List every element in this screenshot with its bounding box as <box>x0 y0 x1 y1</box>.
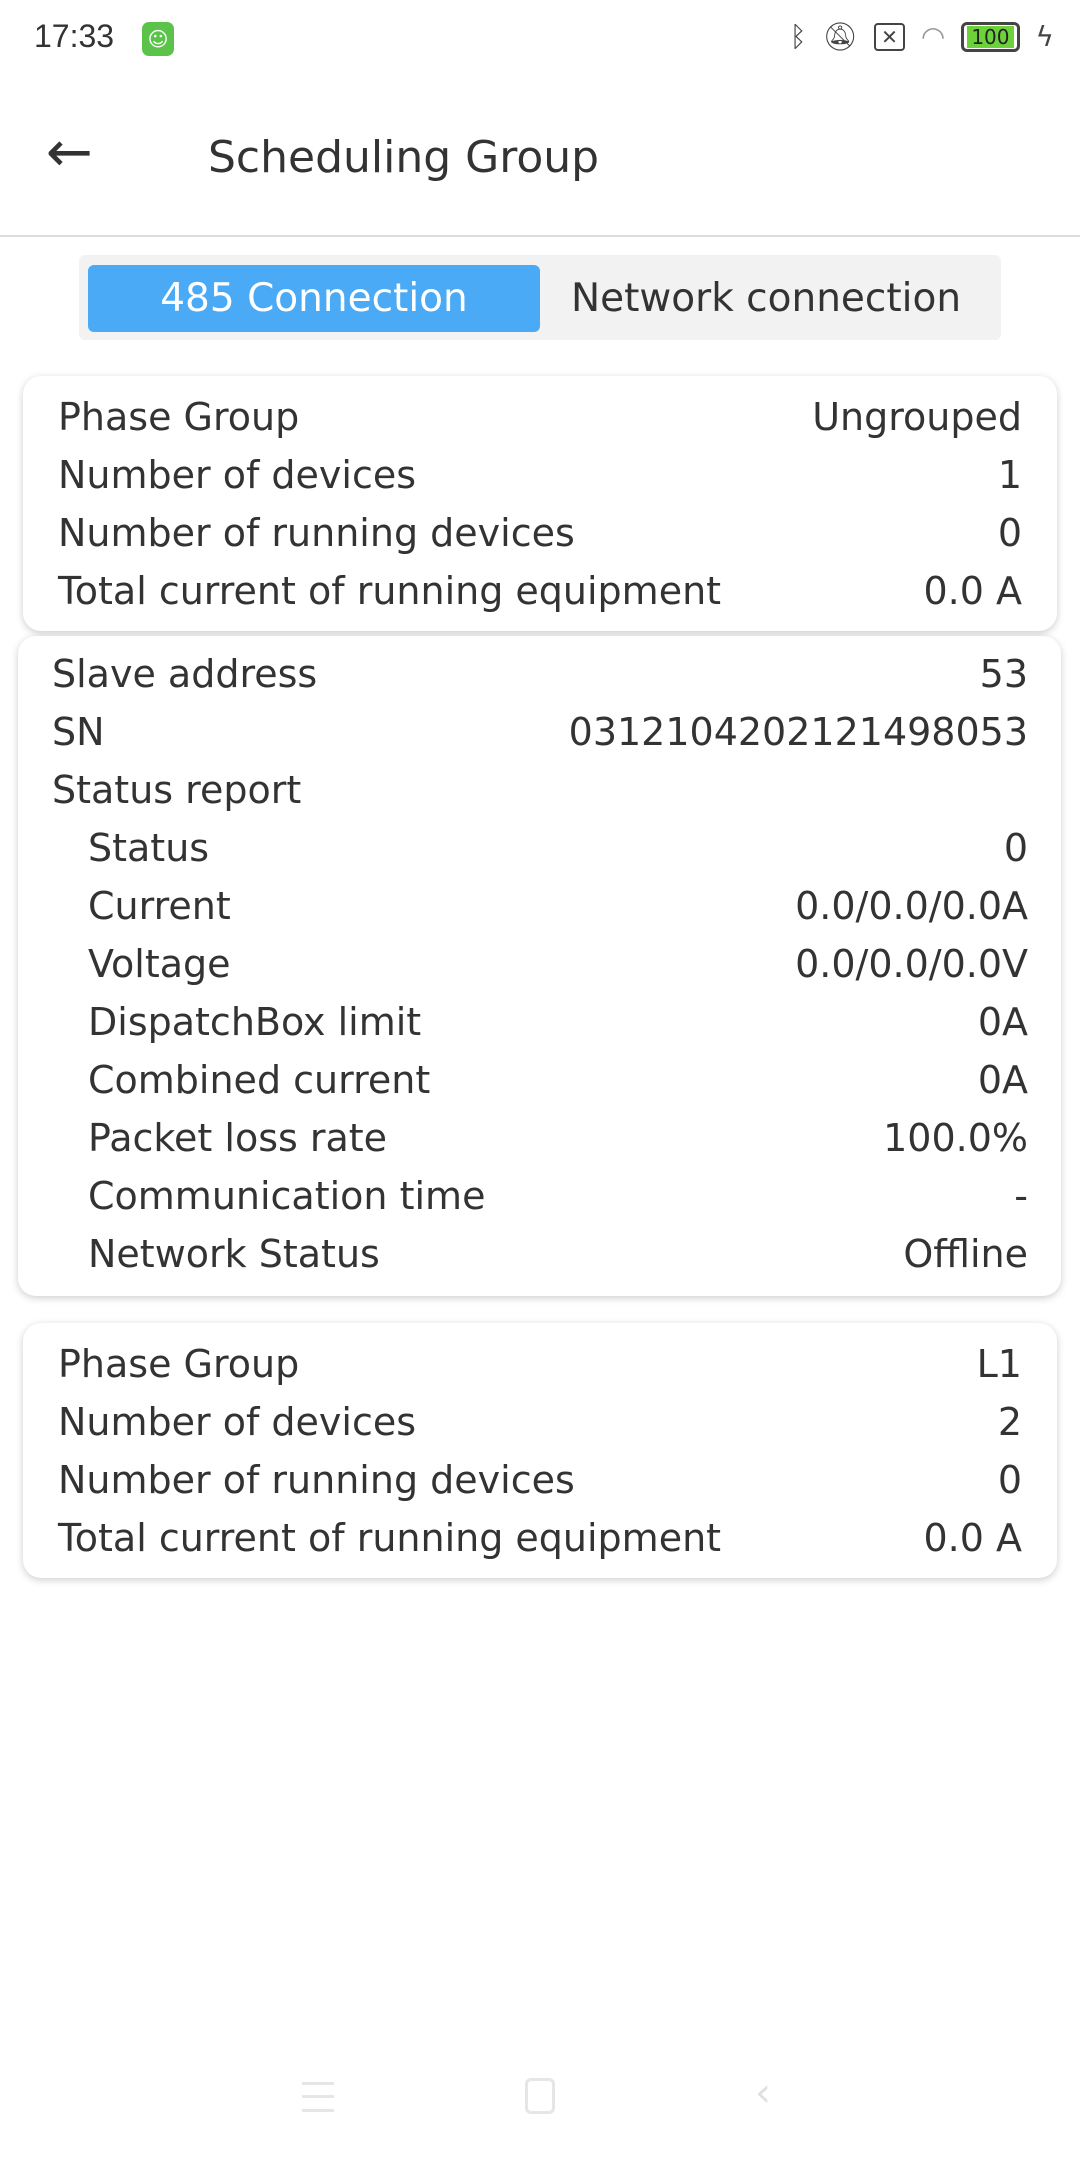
row-label: Current <box>88 884 231 928</box>
info-row: Packet loss rate 100.0% <box>52 1109 1028 1167</box>
row-label: Number of running devices <box>58 1458 575 1502</box>
row-value: 100.0% <box>883 1116 1028 1160</box>
info-row: Status 0 <box>52 819 1028 877</box>
page-title: Scheduling Group <box>208 132 600 183</box>
row-label: Communication time <box>88 1174 486 1218</box>
home-icon[interactable] <box>525 2078 555 2114</box>
info-row: Voltage 0.0/0.0/0.0V <box>52 935 1028 993</box>
info-row: Number of running devices 0 <box>58 1451 1022 1509</box>
row-label: Voltage <box>88 942 231 986</box>
wifi-icon: ◠ <box>920 20 946 53</box>
row-value: Offline <box>903 1232 1028 1276</box>
info-row: SN 031210420212149805​3 <box>52 703 1028 761</box>
bluetooth-icon: ᛒ <box>789 20 807 53</box>
battery-icon: 100 <box>961 21 1020 52</box>
row-value: 2 <box>997 1400 1022 1444</box>
app-notification-icon: ☺ <box>142 22 174 56</box>
row-value: 0 <box>997 511 1022 555</box>
row-label: Network Status <box>88 1232 380 1276</box>
row-value: 0.0 A <box>923 569 1022 613</box>
row-label: Combined current <box>88 1058 431 1102</box>
connection-tabs: 485 Connection Network connection <box>79 255 1001 340</box>
info-row: Status report <box>52 761 1028 819</box>
row-label: Phase Group <box>58 1342 300 1386</box>
tab-network-connection[interactable]: Network connection <box>570 276 962 321</box>
row-value: 0 <box>997 1458 1022 1502</box>
row-label: Phase Group <box>58 395 300 439</box>
row-value: 031210420212149805​3 <box>568 710 1028 754</box>
back-icon[interactable]: ‹ <box>755 2070 771 2116</box>
row-label: Number of devices <box>58 453 417 497</box>
row-label: Packet loss rate <box>88 1116 388 1160</box>
row-label: Total current of running equipment <box>58 1516 722 1560</box>
row-value: 0.0 A <box>923 1516 1022 1560</box>
row-value: 0 <box>1003 826 1028 870</box>
info-row: Slave address 53 <box>52 645 1028 703</box>
battery-level: 100 <box>967 25 1014 48</box>
phase-group-card[interactable]: Phase Group Ungrouped Number of devices 1 Nu… <box>23 376 1057 631</box>
row-label: Number of running devices <box>58 511 575 555</box>
info-row: Communication time - <box>52 1167 1028 1225</box>
info-row: Phase Group L1 <box>58 1335 1022 1393</box>
row-value: Ungrouped <box>812 395 1022 439</box>
status-bar: 17:33 ☺ ᛒ 🔕︎ ✕ ◠ 100 ϟ <box>0 0 1080 80</box>
info-row: Number of running devices 0 <box>58 504 1022 562</box>
row-value: 1 <box>997 453 1022 497</box>
row-value: 0A <box>977 1000 1028 1044</box>
nav-bar: ‹ <box>0 2060 1080 2160</box>
row-value: - <box>1014 1174 1028 1218</box>
info-row: Phase Group Ungrouped <box>58 388 1022 446</box>
info-row: Number of devices 2 <box>58 1393 1022 1451</box>
info-row: Number of devices 1 <box>58 446 1022 504</box>
info-row: Network Status Offline <box>52 1225 1028 1283</box>
info-row: Combined current 0A <box>52 1051 1028 1109</box>
row-value: 0.0/0.0/0.0A <box>795 884 1028 928</box>
row-label: Number of devices <box>58 1400 417 1444</box>
menu-icon[interactable] <box>302 2082 334 2112</box>
no-sim-icon: ✕ <box>874 22 905 51</box>
info-row: Current 0.0/0.0/0.0A <box>52 877 1028 935</box>
muted-bell-icon: 🔕︎ <box>822 20 859 53</box>
info-row: Total current of running equipment 0.0 A <box>58 562 1022 620</box>
row-label: Total current of running equipment <box>58 569 722 613</box>
row-value: L1 <box>976 1342 1022 1386</box>
row-value: 0.0/0.0/0.0V <box>795 942 1028 986</box>
row-label: SN <box>52 710 105 754</box>
charging-icon: ϟ <box>1035 20 1054 53</box>
clock: 17:33 <box>34 18 115 54</box>
row-label: Slave address <box>52 652 318 696</box>
tab-485-connection[interactable]: 485 Connection <box>88 265 540 332</box>
back-arrow-icon[interactable]: ← <box>46 120 93 185</box>
device-card[interactable]: Slave address 53 SN 031210420212149805​3 Sta… <box>18 636 1061 1296</box>
app-header: ← Scheduling Group <box>0 80 1080 237</box>
row-value: 53 <box>979 652 1028 696</box>
row-value: 0A <box>977 1058 1028 1102</box>
row-label: Status report <box>52 768 302 812</box>
info-row: DispatchBox limit 0A <box>52 993 1028 1051</box>
info-row: Total current of running equipment 0.0 A <box>58 1509 1022 1567</box>
phase-group-card[interactable]: Phase Group L1 Number of devices 2 Number of… <box>23 1323 1057 1578</box>
row-label: DispatchBox limit <box>88 1000 422 1044</box>
row-label: Status <box>88 826 210 870</box>
